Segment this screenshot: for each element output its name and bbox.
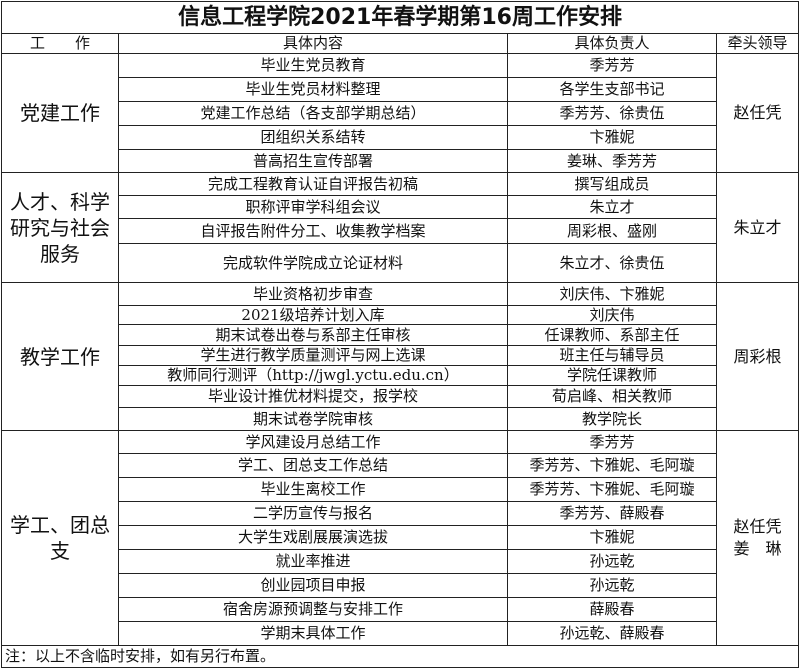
task-owner: 荀启峰、相关教师 (507, 385, 717, 408)
section-category: 教学工作 (1, 282, 119, 431)
page-title: 信息工程学院2021年春学期第16周工作安排 (0, 1, 799, 34)
section-category: 学工、团总 支 (1, 430, 119, 646)
table-row: 毕业生党员材料整理 各学生支部书记 (2, 77, 799, 102)
table-row: 2021级培养计划入库 刘庆伟 (2, 305, 799, 325)
table-row: 普高招生宣传部署 姜琳、季芳芳 (2, 149, 799, 173)
task-owner: 孙远乾、薛殿春 (507, 621, 717, 646)
header-owner: 具体负责人 (507, 33, 717, 54)
table-row: 学工、团总 支学风建设月总结工作 季芳芳 赵任凭 姜 琳 (1, 430, 799, 646)
task-content: 毕业生离校工作 (118, 477, 508, 502)
table-row: 自评报告附件分工、收集教学档案 周彩根、盛刚 (2, 218, 799, 244)
task-owner: 季芳芳、卞雅妮、毛阿璇 (507, 477, 717, 502)
task-owner: 班主任与辅导员 (507, 345, 717, 366)
task-content: 就业率推进 (118, 549, 508, 574)
table-row: 人才、科学 研究与社会 服务 完成工程教育认证自评报告初稿 撰写组成员 朱立才 (1, 172, 799, 283)
task-content: 毕业生党员材料整理 (118, 77, 508, 102)
section-category: 党建工作 (1, 53, 119, 173)
task-owner: 撰写组成员 (507, 172, 717, 196)
table-row: 毕业设计推优材料提交，报学校 荀启峰、相关教师 (2, 385, 799, 408)
task-owner: 季芳芳、徐贵伍 (507, 101, 717, 126)
task-owner: 季芳芳、薛殿春 (507, 501, 717, 526)
task-owner: 刘庆伟 (507, 305, 717, 325)
table-row: 期末试卷出卷与系部主任审核 任课教师、系部主任 (2, 324, 799, 346)
table-row: 团组织关系结转 卞雅妮 (2, 125, 799, 150)
task-content: 团组织关系结转 (118, 125, 508, 150)
section-category: 人才、科学 研究与社会 服务 (1, 172, 119, 283)
table-row: 就业率推进 孙远乾 (2, 549, 799, 574)
table-row: 学工、团总支工作总结 季芳芳、卞雅妮、毛阿璇 (2, 453, 799, 478)
task-owner: 任课教师、系部主任 (507, 324, 717, 346)
task-owner: 孙远乾 (507, 549, 717, 574)
task-content: 2021级培养计划入库 (118, 305, 508, 325)
task-content: 学风建设月总结工作 (118, 430, 508, 454)
task-owner: 季芳芳 (507, 53, 717, 78)
task-content: 二学历宣传与报名 (118, 501, 508, 526)
task-content: 毕业设计推优材料提交，报学校 (118, 385, 508, 408)
task-content: 学生进行教学质量测评与网上选课 (118, 345, 508, 366)
task-content: 普高招生宣传部署 (118, 149, 508, 173)
task-content: 职称评审学科组会议 (118, 195, 508, 219)
table-row: 职称评审学科组会议 朱立才 (2, 195, 799, 219)
task-content: 毕业生党员教育 (118, 53, 508, 78)
table-row: 大学生戏剧展展演选拔 卞雅妮 (2, 525, 799, 550)
task-content: 期末试卷学院审核 (118, 407, 508, 431)
task-content: 完成工程教育认证自评报告初稿 (118, 172, 508, 196)
section-leader: 赵任凭 (715, 53, 799, 173)
table-row: 党建工作 毕业生党员教育 季芳芳 赵任凭 (1, 53, 799, 173)
task-owner: 薛殿春 (507, 597, 717, 622)
section-leader: 朱立才 (715, 172, 799, 283)
task-content: 党建工作总结（各支部学期总结） (118, 101, 508, 126)
task-content: 期末试卷出卷与系部主任审核 (118, 324, 508, 346)
header-leader: 牵头领导 (715, 33, 799, 54)
task-owner: 朱立才 (507, 195, 717, 219)
footnote: 注：以上不含临时安排，如有另行布置。 (0, 645, 799, 668)
task-owner: 卞雅妮 (507, 525, 717, 550)
table-row: 学期末具体工作 孙远乾、薛殿春 (2, 621, 799, 646)
task-content: 自评报告附件分工、收集教学档案 (118, 218, 508, 244)
task-owner: 孙远乾 (507, 573, 717, 598)
task-content: 宿舍房源预调整与安排工作 (118, 597, 508, 622)
task-content: 毕业资格初步审查 (118, 282, 508, 306)
table-row: 党建工作总结（各支部学期总结） 季芳芳、徐贵伍 (2, 101, 799, 126)
header-category: 工 作 (1, 33, 119, 54)
table-row: 创业园项目申报 孙远乾 (2, 573, 799, 598)
task-owner: 季芳芳 (507, 430, 717, 454)
table-row: 期末试卷学院审核 教学院长 (2, 407, 799, 431)
table-row: 教学工作 毕业资格初步审查 刘庆伟、卞雅妮 周彩根 (1, 282, 799, 431)
task-owner: 教学院长 (507, 407, 717, 431)
table-row: 二学历宣传与报名 季芳芳、薛殿春 (2, 501, 799, 526)
task-content: 学工、团总支工作总结 (118, 453, 508, 478)
table-row: 宿舍房源预调整与安排工作 薛殿春 (2, 597, 799, 622)
table-row: 完成软件学院成立论证材料 朱立才、徐贵伍 (2, 243, 799, 283)
task-owner: 周彩根、盛刚 (507, 218, 717, 244)
task-owner: 姜琳、季芳芳 (507, 149, 717, 173)
task-content: 创业园项目申报 (118, 573, 508, 598)
table-row: 教师同行测评（http://jwgl.yctu.edu.cn） 学院任课教师 (2, 365, 799, 386)
section-leader: 周彩根 (715, 282, 799, 431)
header-content: 具体内容 (118, 33, 508, 54)
task-owner: 朱立才、徐贵伍 (507, 243, 717, 283)
task-owner: 各学生支部书记 (507, 77, 717, 102)
table-row: 毕业生离校工作 季芳芳、卞雅妮、毛阿璇 (2, 477, 799, 502)
task-owner: 卞雅妮 (507, 125, 717, 150)
section-leader: 赵任凭 姜 琳 (715, 430, 799, 646)
task-owner: 学院任课教师 (507, 365, 717, 386)
task-content: 大学生戏剧展展演选拔 (118, 525, 508, 550)
task-content: 完成软件学院成立论证材料 (118, 243, 508, 283)
task-owner: 季芳芳、卞雅妮、毛阿璇 (507, 453, 717, 478)
task-owner: 刘庆伟、卞雅妮 (507, 282, 717, 306)
table-row: 学生进行教学质量测评与网上选课 班主任与辅导员 (2, 345, 799, 366)
task-content: 教师同行测评（http://jwgl.yctu.edu.cn） (118, 365, 508, 386)
task-content: 学期末具体工作 (118, 621, 508, 646)
